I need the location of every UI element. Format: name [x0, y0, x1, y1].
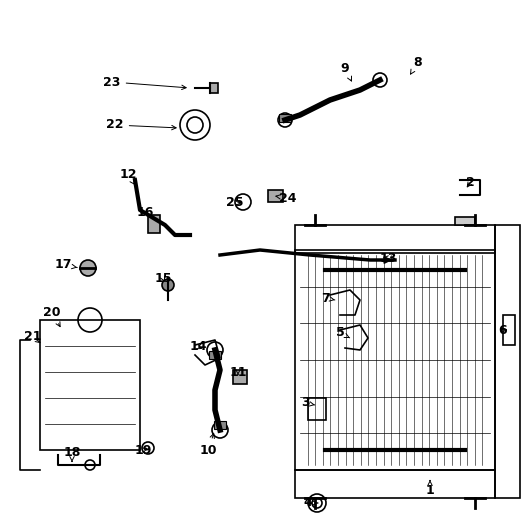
Circle shape: [80, 260, 96, 276]
Bar: [295, 250, 495, 470]
Text: 23: 23: [103, 75, 186, 90]
Text: 24: 24: [276, 192, 297, 204]
Text: 10: 10: [200, 434, 217, 457]
Bar: [40, 320, 140, 450]
Bar: [295, 470, 495, 498]
Text: 20: 20: [43, 305, 61, 327]
Text: 2: 2: [466, 176, 475, 190]
Bar: [308, 398, 326, 420]
Text: 3: 3: [301, 397, 315, 409]
Bar: [279, 114, 291, 122]
Bar: [210, 83, 218, 93]
Bar: [233, 370, 247, 384]
Text: 14: 14: [189, 340, 207, 354]
Bar: [495, 225, 520, 498]
Text: 16: 16: [136, 205, 154, 218]
Text: 22: 22: [106, 118, 176, 132]
Text: 9: 9: [341, 62, 352, 81]
Text: 5: 5: [335, 327, 350, 339]
Bar: [148, 215, 160, 233]
Text: 25: 25: [226, 196, 244, 210]
Text: 21: 21: [24, 330, 42, 344]
Text: 1: 1: [426, 481, 434, 496]
Bar: [209, 351, 221, 359]
Text: 18: 18: [64, 446, 81, 461]
Text: 7: 7: [321, 292, 335, 304]
Text: 11: 11: [229, 365, 247, 379]
Text: 19: 19: [134, 443, 152, 457]
Text: 8: 8: [411, 56, 422, 74]
Text: 15: 15: [154, 271, 172, 285]
Bar: [295, 225, 495, 253]
Bar: [455, 217, 475, 225]
Circle shape: [162, 279, 174, 291]
Text: 17: 17: [54, 259, 77, 271]
Bar: [268, 190, 283, 202]
Text: 13: 13: [379, 252, 397, 264]
Text: 12: 12: [119, 168, 136, 184]
Bar: [214, 421, 226, 429]
Text: 6: 6: [499, 323, 507, 337]
Text: 4: 4: [303, 496, 318, 510]
